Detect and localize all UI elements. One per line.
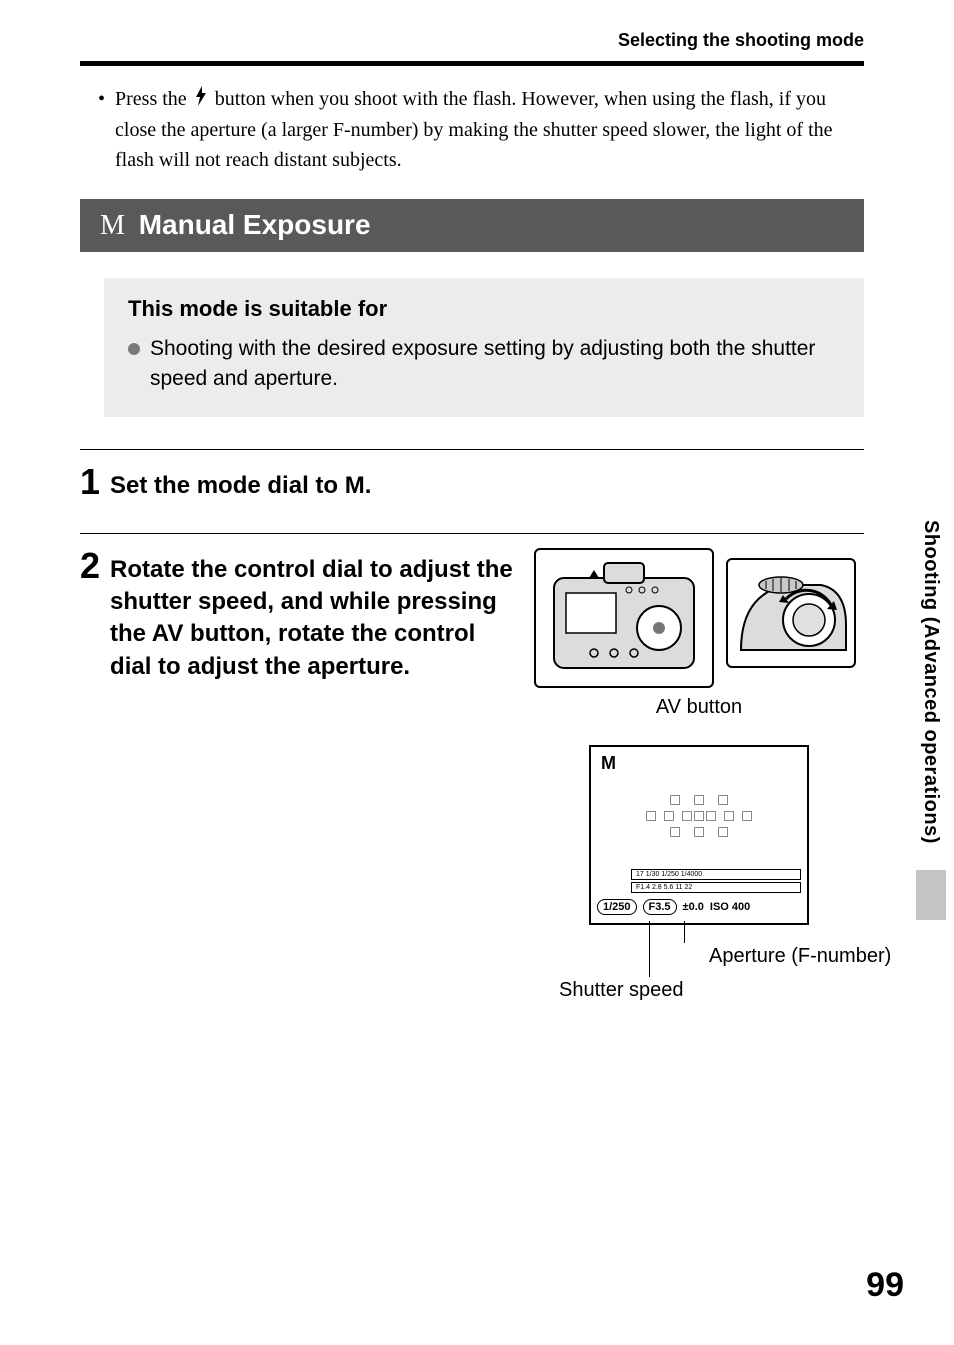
intro-bullet: • Press the button when you shoot with t… <box>98 84 864 175</box>
scale-bot: F1.4 2.8 5.6 11 22 <box>636 884 796 891</box>
mode-letter: M <box>100 210 125 241</box>
camera-top-illustration <box>726 558 856 668</box>
suitable-heading: This mode is suitable for <box>128 296 840 322</box>
step-2: 2 Rotate the control dial to adjust the … <box>80 533 864 925</box>
side-index-bar <box>916 870 946 920</box>
af-points-icon <box>591 795 807 837</box>
step-text: Rotate the control dial to adjust the sh… <box>110 548 514 684</box>
intro-before: Press the <box>115 88 192 110</box>
bullet-dot: • <box>98 84 105 175</box>
aperture-value: F3.5 <box>643 899 677 915</box>
side-section-tab: Shooting (Advanced operations) <box>919 520 942 844</box>
iso-value: ISO 400 <box>710 901 750 913</box>
lcd-mode: M <box>601 753 616 774</box>
step-illustrations: AV button M <box>534 548 864 925</box>
aperture-callout: Aperture (F-number) <box>709 945 891 968</box>
step-number: 1 <box>80 464 100 500</box>
section-title: Manual Exposure <box>139 209 371 240</box>
header-rule <box>80 61 864 66</box>
av-button-label: AV button <box>534 696 864 719</box>
step-number: 2 <box>80 548 100 584</box>
shutter-callout: Shutter speed <box>559 979 684 1002</box>
page-number: 99 <box>866 1266 904 1305</box>
step-text: Set the mode dial to M. <box>110 464 864 502</box>
lcd-screen-illustration: M 17 1/30 1/250 1/4000 <box>589 745 809 925</box>
suitable-text: Shooting with the desired exposure setti… <box>150 334 840 393</box>
scale-top: 17 1/30 1/250 1/4000 <box>636 871 796 878</box>
intro-text: Press the button when you shoot with the… <box>115 84 864 175</box>
lcd-wrap: M 17 1/30 1/250 1/4000 <box>589 745 809 925</box>
exposure-scale: 17 1/30 1/250 1/4000 F1.4 2.8 5.6 11 22 <box>631 869 801 895</box>
suitable-item: Shooting with the desired exposure setti… <box>128 334 840 393</box>
leader-line <box>684 921 685 943</box>
lcd-info-bar: 1/250 F3.5 ±0.0 ISO 400 <box>597 899 801 915</box>
camera-back-illustration <box>534 548 714 688</box>
section-heading-bar: M Manual Exposure <box>80 199 864 252</box>
running-header: Selecting the shooting mode <box>80 30 914 51</box>
shutter-value: 1/250 <box>597 899 637 915</box>
flash-icon <box>194 85 208 115</box>
ev-value: ±0.0 <box>683 901 704 913</box>
round-bullet-icon <box>128 343 140 355</box>
intro-after: button when you shoot with the flash. Ho… <box>115 88 833 171</box>
step-1: 1 Set the mode dial to M. <box>80 449 864 502</box>
suitable-box: This mode is suitable for Shooting with … <box>104 278 864 417</box>
leader-line <box>649 921 650 977</box>
